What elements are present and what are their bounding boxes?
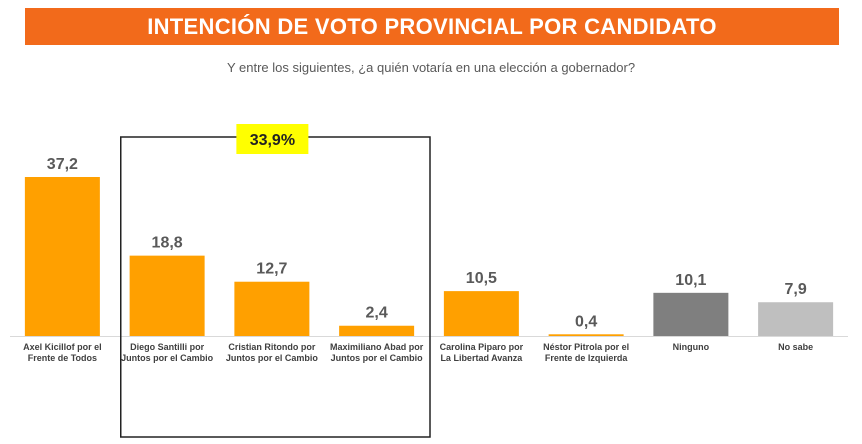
data-label: 7,9 [785,281,807,298]
bar [548,334,624,336]
category-label: Ninguno [673,342,710,352]
bar [653,292,729,336]
data-label: 2,4 [366,305,388,322]
bar [443,291,519,336]
bar [24,177,100,336]
category-label: Maximiliano Abad por Juntos por el Cambio [330,342,424,363]
data-label: 10,1 [675,272,706,289]
highlight-badge [236,124,309,154]
bar [129,255,205,336]
category-label: Diego Santilli por Juntos por el Cambio [121,342,214,363]
data-label: 10,5 [466,270,497,287]
data-label: 37,2 [47,156,78,173]
category-label: Axel Kicillof por el Frente de Todos [23,342,102,363]
data-label: 12,7 [256,261,287,278]
chart-subtitle: Y entre los siguientes, ¿a quién votaría… [226,60,636,75]
chart-title: INTENCIÓN DE VOTO PROVINCIAL POR CANDIDA… [147,13,717,39]
category-label: Cristian Ritondo por Juntos por el Cambio [226,342,319,363]
category-label: Carolina Piparo por La Libertad Avanza [440,342,524,363]
bar [339,325,415,336]
category-label: Néstor Pitrola por el Frente de Izquierda [543,342,629,363]
data-label: 0,4 [575,313,597,330]
bar [758,302,834,336]
highlight-label: 33,9% [250,132,295,149]
data-label: 18,8 [152,235,183,252]
category-label: No sabe [778,342,813,352]
bar [234,281,310,336]
title-banner: INTENCIÓN DE VOTO PROVINCIAL POR CANDIDA… [25,8,839,45]
